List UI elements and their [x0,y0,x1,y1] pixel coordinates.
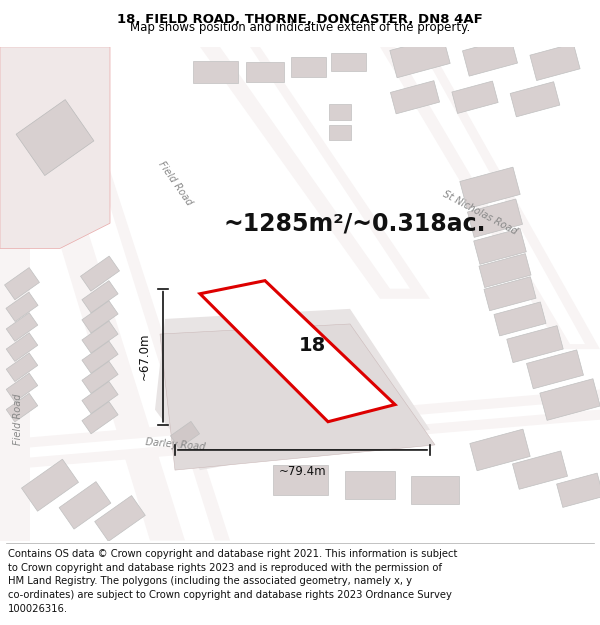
Polygon shape [80,256,119,291]
Polygon shape [6,393,38,422]
Polygon shape [16,99,94,176]
Polygon shape [290,57,325,77]
Polygon shape [82,401,118,434]
Polygon shape [0,47,230,541]
Polygon shape [0,228,30,541]
Polygon shape [540,379,600,421]
Polygon shape [59,482,111,529]
Text: ~67.0m: ~67.0m [138,333,151,381]
Polygon shape [390,36,450,78]
Polygon shape [22,459,79,511]
Polygon shape [193,61,238,83]
Text: Field Road: Field Road [156,159,194,207]
Polygon shape [272,465,328,495]
Polygon shape [494,302,546,336]
Polygon shape [470,429,530,471]
Polygon shape [155,309,430,470]
Polygon shape [479,254,531,288]
Polygon shape [527,350,583,389]
Polygon shape [6,292,38,321]
Polygon shape [391,81,440,114]
Text: St Nicholas Road: St Nicholas Road [441,189,519,237]
Polygon shape [82,341,118,373]
Text: Darley Road: Darley Road [145,438,205,452]
Polygon shape [452,81,498,114]
Polygon shape [200,281,395,422]
Polygon shape [5,268,40,300]
Text: HM Land Registry. The polygons (including the associated geometry, namely x, y: HM Land Registry. The polygons (includin… [8,576,412,586]
Polygon shape [6,312,38,341]
Polygon shape [474,229,526,264]
Polygon shape [6,373,38,402]
Polygon shape [6,353,38,382]
Polygon shape [95,496,145,541]
Polygon shape [82,281,118,313]
Polygon shape [467,199,523,238]
Text: 18, FIELD ROAD, THORNE, DONCASTER, DN8 4AF: 18, FIELD ROAD, THORNE, DONCASTER, DN8 4… [117,13,483,26]
Polygon shape [484,277,536,311]
Text: to Crown copyright and database rights 2023 and is reproduced with the permissio: to Crown copyright and database rights 2… [8,562,442,572]
Text: 100026316.: 100026316. [8,604,68,614]
Polygon shape [463,38,518,76]
Polygon shape [530,44,580,81]
Polygon shape [460,167,520,209]
Polygon shape [246,62,284,82]
Text: 18: 18 [298,336,326,354]
Text: ~1285m²/~0.318ac.: ~1285m²/~0.318ac. [224,211,486,235]
Polygon shape [6,333,38,361]
Polygon shape [512,451,568,489]
Polygon shape [557,473,600,508]
Polygon shape [82,361,118,394]
Polygon shape [329,104,351,121]
Polygon shape [345,471,395,499]
Polygon shape [30,47,215,541]
Polygon shape [0,47,110,248]
Polygon shape [200,47,430,299]
Polygon shape [331,53,365,71]
Polygon shape [343,380,367,399]
Polygon shape [507,326,563,362]
Polygon shape [395,47,585,344]
Polygon shape [160,324,435,470]
Polygon shape [82,381,118,414]
Polygon shape [170,421,200,448]
Polygon shape [82,301,118,333]
Polygon shape [0,399,600,460]
Polygon shape [82,321,118,353]
Polygon shape [411,476,459,504]
Text: co-ordinates) are subject to Crown copyright and database rights 2023 Ordnance S: co-ordinates) are subject to Crown copyr… [8,590,452,600]
Polygon shape [220,47,410,289]
Text: Field Road: Field Road [13,394,23,446]
Text: ~79.4m: ~79.4m [278,465,326,478]
Polygon shape [329,126,351,139]
Polygon shape [0,389,600,470]
Polygon shape [510,82,560,117]
Polygon shape [380,47,600,349]
Text: Map shows position and indicative extent of the property.: Map shows position and indicative extent… [130,21,470,34]
Text: Contains OS data © Crown copyright and database right 2021. This information is : Contains OS data © Crown copyright and d… [8,549,457,559]
